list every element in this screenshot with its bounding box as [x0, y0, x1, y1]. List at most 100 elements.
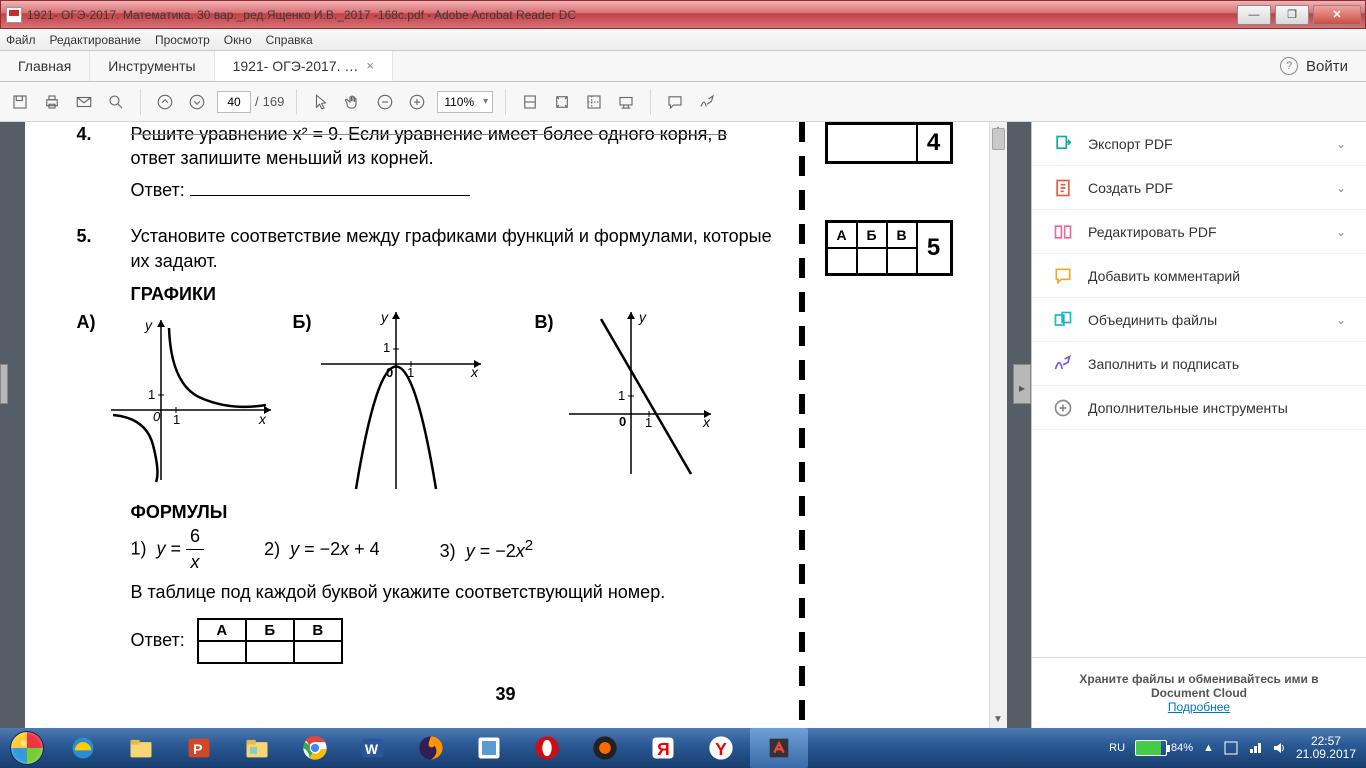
start-button[interactable] — [0, 728, 54, 768]
right-gripper[interactable]: ▸ — [1013, 364, 1031, 404]
side-item-2[interactable]: Редактировать PDF⌄ — [1032, 210, 1366, 254]
minimize-button[interactable]: — — [1237, 5, 1271, 25]
page-total: 169 — [263, 94, 285, 109]
toolbar: /169 110% — [0, 82, 1366, 122]
clock[interactable]: 22:5721.09.2017 — [1296, 735, 1356, 761]
page-down-icon[interactable] — [185, 90, 209, 114]
svg-text:y: y — [380, 309, 389, 325]
work-area: 4. Решите уравнение x² = 9. Если уравнен… — [0, 122, 1366, 728]
zoom-out-icon[interactable] — [373, 90, 397, 114]
svg-text:x: x — [702, 414, 711, 430]
side-item-3[interactable]: Добавить комментарий — [1032, 254, 1366, 298]
q5-text: Установите соответствие между графиками … — [131, 224, 781, 274]
comment-icon[interactable] — [663, 90, 687, 114]
menu-window[interactable]: Окно — [224, 33, 252, 47]
tab-document[interactable]: 1921- ОГЭ-2017. …× — [215, 51, 393, 81]
fullscreen-icon[interactable] — [582, 90, 606, 114]
side-item-6[interactable]: Дополнительные инструменты — [1032, 386, 1366, 430]
print-icon[interactable] — [40, 90, 64, 114]
taskbar-chrome[interactable] — [286, 728, 344, 768]
lang-indicator[interactable]: RU — [1109, 742, 1125, 754]
side-item-5[interactable]: Заполнить и подписать — [1032, 342, 1366, 386]
taskbar-powerpoint[interactable]: P — [170, 728, 228, 768]
action-center-icon[interactable] — [1224, 741, 1238, 755]
left-gripper[interactable] — [0, 364, 8, 404]
hand-icon[interactable] — [341, 90, 365, 114]
tray-up-icon[interactable]: ▲ — [1203, 742, 1214, 754]
graph-a: 0 1 1 x y — [101, 310, 281, 490]
svg-text:1: 1 — [148, 387, 155, 402]
svg-text:y: y — [638, 309, 647, 325]
cloud-more-link[interactable]: Подробнее — [1168, 700, 1230, 714]
fit-width-icon[interactable] — [518, 90, 542, 114]
graph-b: 0 1 1 x y — [311, 304, 491, 494]
scroll-thumb[interactable] — [992, 128, 1005, 150]
maximize-button[interactable]: ❐ — [1275, 5, 1309, 25]
taskbar-ie[interactable] — [54, 728, 112, 768]
taskbar-app2[interactable] — [576, 728, 634, 768]
taskbar-app1[interactable] — [460, 728, 518, 768]
svg-text:x: x — [258, 411, 267, 427]
side-item-0[interactable]: Экспорт PDF⌄ — [1032, 122, 1366, 166]
zoom-in-icon[interactable] — [405, 90, 429, 114]
page-input[interactable] — [217, 91, 251, 113]
menu-help[interactable]: Справка — [266, 33, 313, 47]
window-titlebar: 1921- ОГЭ-2017. Математика. 30 вар._ред.… — [0, 0, 1366, 29]
q5-label-v: В) — [535, 310, 554, 335]
zoom-select[interactable]: 110% — [437, 91, 493, 113]
save-icon[interactable] — [8, 90, 32, 114]
windows-orb-icon — [10, 731, 44, 765]
app-tabs: Главная Инструменты 1921- ОГЭ-2017. …× ?… — [0, 51, 1366, 82]
page-indicator: /169 — [217, 91, 284, 113]
volume-icon[interactable] — [1272, 741, 1286, 755]
battery-indicator[interactable]: 84% — [1135, 740, 1193, 756]
q5-label-b: Б) — [293, 310, 312, 335]
q5-formulas: 1) y = 6x 2) y = −2x + 4 3) y = −2x2 — [131, 524, 534, 575]
fit-page-icon[interactable] — [550, 90, 574, 114]
svg-text:W: W — [365, 741, 379, 757]
taskbar-yandex-browser[interactable]: Y — [692, 728, 750, 768]
dashed-divider — [799, 122, 805, 728]
taskbar-acrobat[interactable] — [750, 728, 808, 768]
scroll-down-icon[interactable]: ▼ — [990, 712, 1007, 728]
mail-icon[interactable] — [72, 90, 96, 114]
page-up-icon[interactable] — [153, 90, 177, 114]
close-button[interactable]: ✕ — [1313, 5, 1361, 25]
side-item-1[interactable]: Создать PDF⌄ — [1032, 166, 1366, 210]
network-icon[interactable] — [1248, 741, 1262, 755]
help-icon[interactable]: ? — [1280, 57, 1298, 75]
menu-edit[interactable]: Редактирование — [50, 33, 141, 47]
q5-instruction: В таблице под каждой буквой укажите соот… — [131, 580, 666, 605]
q5-answer-box: А Б В 5 — [825, 220, 953, 276]
q5-formulas-title: ФОРМУЛЫ — [131, 500, 228, 525]
taskbar-opera[interactable] — [518, 728, 576, 768]
tab-close-icon[interactable]: × — [366, 58, 374, 73]
svg-text:1: 1 — [383, 340, 390, 355]
page-number: 39 — [25, 682, 987, 707]
pointer-icon[interactable] — [309, 90, 333, 114]
tab-tools[interactable]: Инструменты — [90, 51, 214, 81]
taskbar-word[interactable]: W — [344, 728, 402, 768]
q5-graphs-title: ГРАФИКИ — [131, 282, 216, 307]
read-mode-icon[interactable] — [614, 90, 638, 114]
menu-view[interactable]: Просмотр — [155, 33, 210, 47]
side-item-4[interactable]: Объединить файлы⌄ — [1032, 298, 1366, 342]
tab-home[interactable]: Главная — [0, 51, 90, 81]
sign-icon[interactable] — [695, 90, 719, 114]
svg-text:x: x — [470, 364, 479, 380]
login-button[interactable]: Войти — [1306, 58, 1348, 75]
menu-file[interactable]: Файл — [6, 33, 36, 47]
taskbar-firefox[interactable] — [402, 728, 460, 768]
taskbar-yandex[interactable]: Я — [634, 728, 692, 768]
vertical-scrollbar[interactable]: ▲ ▼ — [989, 122, 1007, 728]
q4-text2: ответ запишите меньший из корней. — [131, 146, 434, 171]
q4-text1: Решите уравнение x² = 9. Если уравнение … — [131, 122, 771, 147]
search-icon[interactable] — [104, 90, 128, 114]
cloud-footer: Храните файлы и обменивайтесь ими в Docu… — [1032, 657, 1366, 728]
tab-right-group: ? Войти — [1262, 51, 1366, 81]
taskbar: P W Я Y RU 84% ▲ 22:5721.09.2017 — [0, 728, 1366, 768]
taskbar-explorer[interactable] — [112, 728, 170, 768]
pdf-file-icon — [6, 7, 22, 23]
taskbar-folder[interactable] — [228, 728, 286, 768]
window-title: 1921- ОГЭ-2017. Математика. 30 вар._ред.… — [27, 8, 576, 22]
